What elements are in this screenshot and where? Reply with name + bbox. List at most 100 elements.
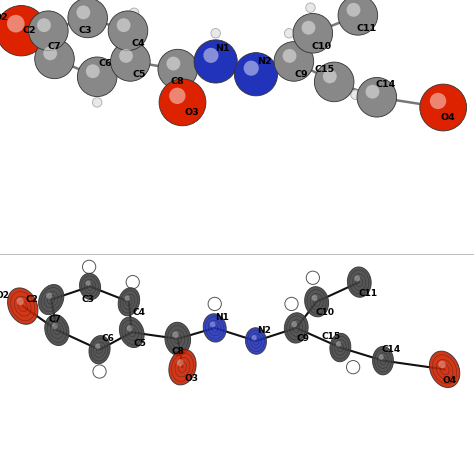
- Circle shape: [159, 79, 206, 126]
- Ellipse shape: [306, 271, 319, 284]
- Circle shape: [323, 69, 337, 83]
- Ellipse shape: [80, 273, 100, 300]
- Circle shape: [110, 42, 150, 81]
- Ellipse shape: [246, 328, 266, 354]
- Ellipse shape: [438, 361, 446, 368]
- Ellipse shape: [118, 288, 140, 316]
- Text: C4: C4: [132, 39, 145, 48]
- Text: C8: C8: [171, 77, 185, 86]
- Ellipse shape: [169, 349, 196, 385]
- Ellipse shape: [330, 333, 351, 362]
- Ellipse shape: [119, 317, 144, 347]
- Circle shape: [68, 0, 108, 38]
- Text: C7: C7: [48, 315, 61, 324]
- Text: N1: N1: [216, 44, 230, 53]
- Ellipse shape: [347, 267, 371, 297]
- Circle shape: [314, 62, 354, 102]
- Text: C15: C15: [321, 332, 340, 341]
- Ellipse shape: [86, 281, 91, 286]
- Circle shape: [274, 42, 314, 81]
- Circle shape: [76, 5, 90, 19]
- Circle shape: [301, 21, 315, 35]
- Text: C3: C3: [79, 26, 92, 35]
- Circle shape: [82, 0, 91, 5]
- Ellipse shape: [346, 361, 360, 374]
- Circle shape: [35, 39, 74, 79]
- Text: O3: O3: [185, 108, 199, 117]
- Circle shape: [306, 3, 315, 12]
- Ellipse shape: [127, 325, 133, 331]
- Text: C5: C5: [134, 339, 147, 347]
- Ellipse shape: [429, 351, 460, 388]
- Circle shape: [169, 88, 185, 104]
- Ellipse shape: [93, 365, 106, 378]
- Ellipse shape: [203, 314, 226, 342]
- Circle shape: [7, 15, 25, 33]
- Circle shape: [117, 18, 130, 32]
- Ellipse shape: [46, 292, 52, 299]
- Text: C7: C7: [48, 42, 61, 51]
- Ellipse shape: [17, 298, 24, 305]
- Text: C2: C2: [23, 26, 36, 35]
- Circle shape: [357, 77, 397, 117]
- Text: O4: O4: [442, 376, 456, 385]
- Ellipse shape: [208, 297, 221, 310]
- Circle shape: [430, 93, 446, 109]
- Circle shape: [203, 48, 219, 63]
- Ellipse shape: [38, 284, 64, 315]
- Circle shape: [166, 56, 180, 71]
- Circle shape: [158, 49, 198, 89]
- Text: O2: O2: [0, 13, 8, 22]
- Ellipse shape: [336, 341, 341, 347]
- Text: C14: C14: [375, 80, 395, 89]
- Ellipse shape: [210, 321, 216, 327]
- Ellipse shape: [354, 275, 360, 282]
- Text: C11: C11: [356, 24, 376, 33]
- Text: C10: C10: [311, 42, 331, 51]
- Circle shape: [420, 84, 466, 131]
- Text: N2: N2: [257, 326, 272, 335]
- Text: C3: C3: [81, 295, 94, 304]
- Ellipse shape: [165, 322, 191, 356]
- Ellipse shape: [373, 346, 393, 375]
- Ellipse shape: [311, 295, 318, 301]
- Ellipse shape: [284, 313, 308, 343]
- Text: O4: O4: [440, 113, 456, 122]
- Circle shape: [77, 57, 117, 97]
- Circle shape: [92, 98, 102, 107]
- Circle shape: [293, 13, 333, 53]
- Circle shape: [284, 28, 294, 38]
- Ellipse shape: [172, 331, 179, 338]
- Text: O2: O2: [0, 291, 9, 300]
- Circle shape: [283, 49, 296, 63]
- Text: C2: C2: [25, 295, 38, 304]
- Circle shape: [338, 0, 378, 35]
- Circle shape: [129, 8, 139, 18]
- Circle shape: [346, 3, 360, 17]
- Circle shape: [119, 49, 133, 63]
- Circle shape: [234, 53, 278, 96]
- Circle shape: [244, 61, 259, 76]
- Text: C5: C5: [132, 70, 146, 79]
- Text: C9: C9: [297, 334, 310, 343]
- Circle shape: [37, 18, 51, 32]
- Circle shape: [351, 90, 360, 100]
- Ellipse shape: [379, 354, 384, 360]
- Ellipse shape: [95, 343, 100, 349]
- Text: C6: C6: [99, 60, 112, 68]
- Ellipse shape: [8, 288, 38, 324]
- Ellipse shape: [126, 275, 139, 289]
- Ellipse shape: [89, 336, 110, 364]
- Circle shape: [43, 46, 57, 60]
- Circle shape: [86, 64, 100, 78]
- Circle shape: [365, 85, 379, 99]
- Text: C11: C11: [358, 289, 377, 298]
- Text: C9: C9: [294, 70, 308, 79]
- Circle shape: [0, 6, 46, 56]
- Text: N1: N1: [215, 312, 229, 321]
- Text: C8: C8: [171, 347, 184, 356]
- Text: C15: C15: [315, 64, 335, 73]
- Text: C10: C10: [316, 308, 335, 317]
- Text: N2: N2: [257, 57, 272, 66]
- Circle shape: [108, 11, 148, 51]
